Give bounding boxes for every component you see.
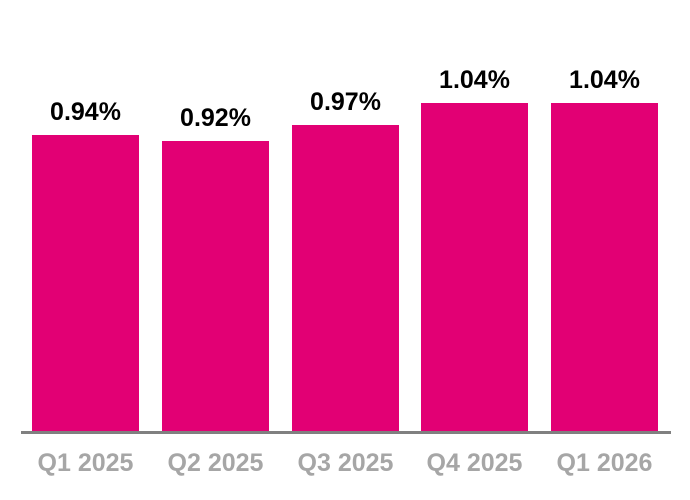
x-axis-tick-label: Q3 2025 (297, 449, 394, 477)
x-axis-tick-label: Q1 2026 (556, 449, 653, 477)
x-axis-line (21, 431, 671, 434)
bar (551, 103, 658, 431)
bar (421, 103, 528, 431)
bar-value-label: 1.04% (439, 66, 510, 94)
bar (162, 141, 269, 431)
x-axis-tick-label: Q1 2025 (37, 449, 134, 477)
bar-value-label: 0.97% (310, 88, 381, 116)
bar (292, 125, 399, 431)
bar (32, 135, 139, 431)
x-axis-tick-label: Q4 2025 (426, 449, 523, 477)
bar-value-label: 0.94% (50, 98, 121, 126)
x-axis-tick-label: Q2 2025 (167, 449, 264, 477)
bar-value-label: 0.92% (180, 104, 251, 132)
bar-value-label: 1.04% (569, 66, 640, 94)
